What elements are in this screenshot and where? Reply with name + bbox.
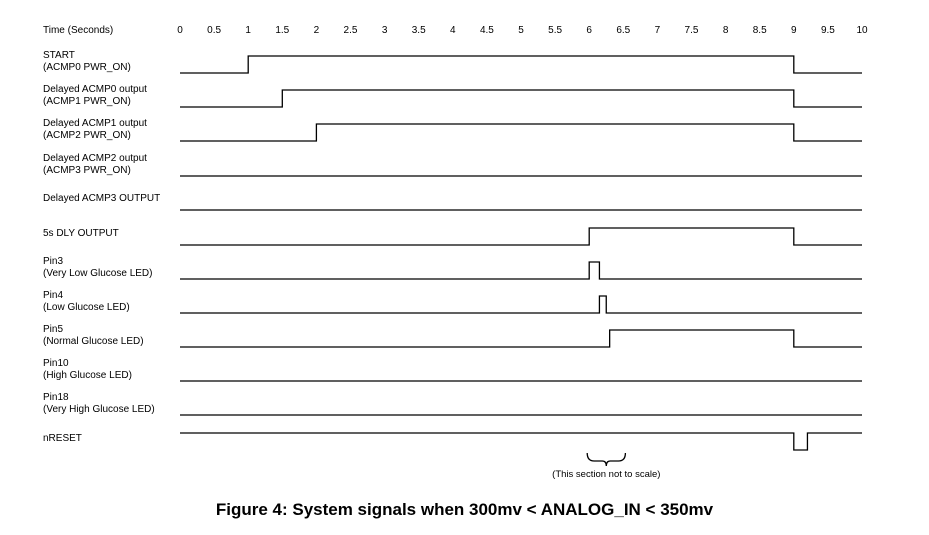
- time-tick-label: 2.5: [344, 25, 358, 36]
- signal-label-line: Delayed ACMP3 OUTPUT: [43, 193, 160, 204]
- time-tick-label: 8.5: [753, 25, 767, 36]
- time-tick-label: 5: [518, 25, 524, 36]
- signal-label-line: (Low Glucose LED): [43, 302, 130, 313]
- time-tick-label: 0.5: [207, 25, 221, 36]
- time-tick-label: 9: [791, 25, 797, 36]
- time-tick-label: 9.5: [821, 25, 835, 36]
- time-tick-label: 6.5: [616, 25, 630, 36]
- time-tick-label: 2: [314, 25, 320, 36]
- signal-row: Delayed ACMP3 OUTPUT: [43, 193, 862, 211]
- time-tick-label: 1: [245, 25, 251, 36]
- signal-label: nRESET: [43, 433, 82, 444]
- timing-diagram: Time (Seconds) 0 0.5 1 1.5 2 2.5 3 3.5 4 4.5 5 5.5 6…: [43, 25, 868, 480]
- signal-label-line: START: [43, 50, 75, 61]
- signal-label-line: Pin4: [43, 290, 63, 301]
- signal-label-line: Pin10: [43, 358, 69, 369]
- time-tick-label: 7: [655, 25, 661, 36]
- signal-row: 5s DLY OUTPUT: [43, 227, 862, 246]
- signal-label-line: Delayed ACMP1 output: [43, 118, 147, 129]
- signal-label-line: nRESET: [43, 433, 82, 444]
- signal-label-line: (ACMP3 PWR_ON): [43, 165, 131, 176]
- signal-label: Delayed ACMP0 output (ACMP1 PWR_ON): [43, 84, 147, 107]
- signal-label: Delayed ACMP1 output (ACMP2 PWR_ON): [43, 118, 147, 141]
- signal-label-line: Pin18: [43, 392, 69, 403]
- time-tick-label: 4: [450, 25, 456, 36]
- signal-waveform: [180, 227, 862, 246]
- signal-label: Delayed ACMP2 output (ACMP3 PWR_ON): [43, 153, 147, 176]
- signal-row: Delayed ACMP2 output (ACMP3 PWR_ON): [43, 153, 862, 177]
- time-tick-label: 1.5: [275, 25, 289, 36]
- signal-waveform: [180, 123, 862, 142]
- signal-label-line: 5s DLY OUTPUT: [43, 228, 119, 239]
- signal-label-line: Pin3: [43, 256, 63, 267]
- signal-waveform: [180, 295, 862, 314]
- signal-row: START (ACMP0 PWR_ON): [43, 50, 862, 74]
- signal-label: Pin5 (Normal Glucose LED): [43, 324, 144, 347]
- time-axis-ticks: 0 0.5 1 1.5 2 2.5 3 3.5 4 4.5 5 5.5 6 6.5 7 7.5 8 8.5 9 9.5…: [177, 25, 868, 36]
- time-tick-label: 5.5: [548, 25, 562, 36]
- time-tick-label: 6: [586, 25, 592, 36]
- signal-label-line: (ACMP0 PWR_ON): [43, 62, 131, 73]
- signal-row: Pin18 (Very High Glucose LED): [43, 392, 862, 416]
- signal-label-line: (ACMP2 PWR_ON): [43, 130, 131, 141]
- signal-row: Pin5 (Normal Glucose LED): [43, 324, 862, 348]
- not-to-scale-note: (This section not to scale): [552, 469, 660, 480]
- signal-label-line: (Very High Glucose LED): [43, 404, 155, 415]
- signal-label: Delayed ACMP3 OUTPUT: [43, 193, 160, 204]
- signal-row: Pin4 (Low Glucose LED): [43, 290, 862, 314]
- time-axis-label: Time (Seconds): [43, 25, 113, 36]
- signal-rows: START (ACMP0 PWR_ON)Delayed ACMP0 output(…: [43, 50, 862, 451]
- signal-waveform: [180, 55, 862, 74]
- signal-label: START (ACMP0 PWR_ON): [43, 50, 131, 73]
- time-tick-label: 0: [177, 25, 183, 36]
- signal-label-line: Pin5: [43, 324, 63, 335]
- figure-caption: Figure 4: System signals when 300mv < AN…: [215, 500, 714, 519]
- signal-label-line: Delayed ACMP0 output: [43, 84, 147, 95]
- time-tick-label: 8: [723, 25, 729, 36]
- signal-label: Pin4 (Low Glucose LED): [43, 290, 130, 313]
- signal-waveform: [180, 329, 862, 348]
- signal-label: Pin18 (Very High Glucose LED): [43, 392, 155, 415]
- time-tick-label: 10: [856, 25, 868, 36]
- signal-label-line: (Very Low Glucose LED): [43, 268, 153, 279]
- signal-row: Pin3 (Very Low Glucose LED): [43, 256, 862, 280]
- scale-note-group: (This section not to scale): [552, 452, 660, 480]
- signal-label: Pin3 (Very Low Glucose LED): [43, 256, 153, 279]
- signal-label: Pin10 (High Glucose LED): [43, 358, 132, 381]
- signal-waveform: [180, 261, 862, 280]
- signal-label-line: Delayed ACMP2 output: [43, 153, 147, 164]
- signal-row: Delayed ACMP1 output (ACMP2 PWR_ON): [43, 118, 862, 142]
- signal-label-line: (Normal Glucose LED): [43, 336, 144, 347]
- time-tick-label: 7.5: [685, 25, 699, 36]
- not-to-scale-brace: [586, 452, 627, 467]
- time-tick-label: 3: [382, 25, 388, 36]
- signal-row: nRESET: [43, 432, 862, 451]
- signal-label-line: (High Glucose LED): [43, 370, 132, 381]
- signal-label-line: (ACMP1 PWR_ON): [43, 96, 131, 107]
- signal-label: 5s DLY OUTPUT: [43, 228, 119, 239]
- time-tick-label: 3.5: [412, 25, 426, 36]
- time-tick-label: 4.5: [480, 25, 494, 36]
- signal-waveform: [180, 89, 862, 108]
- signal-waveform: [180, 432, 862, 451]
- signal-row: Pin10 (High Glucose LED): [43, 358, 862, 382]
- signal-row: Delayed ACMP0 output (ACMP1 PWR_ON): [43, 84, 862, 108]
